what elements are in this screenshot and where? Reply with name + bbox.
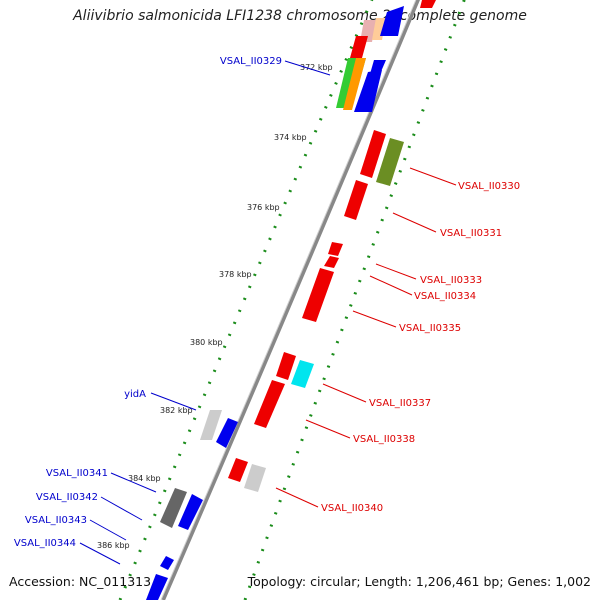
leader-line-0331 [392,212,437,233]
leader-line-0343 [89,519,127,541]
leader-line-0330 [409,167,457,186]
right-gene-labels: VSAL_II0330 VSAL_II0331 VSAL_II0333 VSAL… [321,181,520,514]
gene-box-0329-red[interactable] [350,36,368,58]
gene-label-vsal-ii0338[interactable]: VSAL_II0338 [353,434,415,445]
scale-label-372: 372 kbp [300,63,333,72]
gene-label-vsal-ii0331[interactable]: VSAL_II0331 [440,228,502,239]
topology-label: Topology: circular; Length: 1,206,461 bp… [247,574,591,589]
gene-box-0343[interactable] [160,556,174,570]
gene-box-0329g[interactable] [354,70,382,112]
leader-line-0334 [369,275,413,296]
leader-line-0338 [305,419,351,439]
gene-box-0337a[interactable] [276,352,296,380]
gene-box-0330b[interactable] [376,138,404,186]
gene-label-vsal-ii0341[interactable]: VSAL_II0341 [46,468,108,479]
scale-label-384: 384 kbp [128,474,161,483]
gene-box-0342[interactable] [178,494,203,530]
right-leader-lines [275,167,457,508]
gene-label-vsal-ii0329[interactable]: VSAL_II0329 [220,56,282,67]
leader-line-0329 [284,60,331,76]
reverse-strand-genes [228,0,436,492]
gene-box-yida-b[interactable] [216,418,238,448]
gene-label-vsal-ii0335[interactable]: VSAL_II0335 [399,323,461,334]
left-gene-labels: VSAL_II0329 yidA VSAL_II0341 VSAL_II0342… [14,56,282,549]
backbone-arc-highlight [160,0,417,600]
scale-labels: 372 kbp 374 kbp 376 kbp 378 kbp 380 kbp … [97,63,333,550]
leader-line-0344 [79,542,121,565]
gene-box-0329c[interactable] [380,6,404,36]
gene-box-0340a[interactable] [228,458,248,482]
scale-label-386: 386 kbp [97,541,130,550]
leader-line-0337 [322,383,367,403]
leader-line-0333 [375,263,417,280]
gene-box-0341[interactable] [160,488,187,528]
gene-label-vsal-ii0343[interactable]: VSAL_II0343 [25,515,87,526]
gene-label-vsal-ii0337[interactable]: VSAL_II0337 [369,398,431,409]
gene-box-0340b[interactable] [244,464,266,492]
gene-box-0329f[interactable] [370,60,386,74]
gene-box-0335[interactable] [302,268,334,322]
scale-label-380: 380 kbp [190,338,223,347]
gene-label-vsal-ii0344[interactable]: VSAL_II0344 [14,538,76,549]
scale-label-378: 378 kbp [219,270,252,279]
gene-box-0344[interactable] [146,574,168,600]
accession-label: Accession: NC_011313 [9,574,152,589]
gene-box-0337b[interactable] [291,360,314,388]
gene-label-vsal-ii0330[interactable]: VSAL_II0330 [458,181,520,192]
gene-label-vsal-ii0333[interactable]: VSAL_II0333 [420,275,482,286]
gene-box-0330a[interactable] [360,130,386,178]
gene-box-top-red[interactable] [420,0,436,8]
left-leader-lines [79,60,331,565]
forward-strand-genes [146,6,404,600]
gene-box-0329e[interactable] [343,58,366,110]
scale-label-382: 382 kbp [160,406,193,415]
scale-label-376: 376 kbp [247,203,280,212]
leader-line-0340 [275,487,319,508]
backbone-arc [161,0,420,600]
leader-line-yida [150,392,197,411]
gene-box-0333[interactable] [328,242,343,256]
gene-box-yida-a[interactable] [200,410,222,440]
leader-line-0341 [110,472,157,493]
gene-label-vsal-ii0342[interactable]: VSAL_II0342 [36,492,98,503]
gene-label-yida[interactable]: yidA [124,389,146,400]
leader-line-0342 [100,496,143,521]
leader-line-0335 [352,310,397,328]
scale-label-374: 374 kbp [274,133,307,142]
gene-box-0331[interactable] [344,180,368,220]
gene-box-0334[interactable] [324,256,339,268]
gene-label-vsal-ii0340[interactable]: VSAL_II0340 [321,503,383,514]
gene-label-vsal-ii0334[interactable]: VSAL_II0334 [414,291,476,302]
gene-box-0338[interactable] [254,380,285,428]
